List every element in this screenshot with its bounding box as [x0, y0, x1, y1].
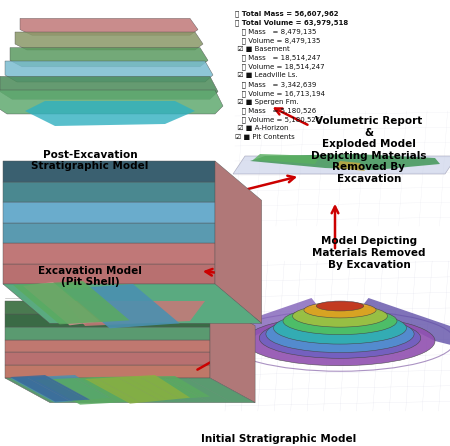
Text: ☑ ■ Leadville Ls.: ☑ ■ Leadville Ls. — [235, 72, 297, 78]
Polygon shape — [3, 264, 215, 284]
Polygon shape — [3, 243, 215, 264]
Polygon shape — [20, 18, 198, 35]
Polygon shape — [0, 90, 223, 114]
Polygon shape — [364, 298, 450, 346]
Text: ⓘ Mass   = 18,514,247: ⓘ Mass = 18,514,247 — [235, 55, 320, 62]
Polygon shape — [250, 154, 440, 170]
Polygon shape — [215, 298, 316, 346]
Ellipse shape — [283, 307, 397, 334]
Polygon shape — [65, 301, 205, 326]
Text: Post-Excavation
Stratigraphic Model: Post-Excavation Stratigraphic Model — [32, 150, 148, 171]
Polygon shape — [210, 301, 255, 403]
Polygon shape — [5, 301, 210, 314]
Text: ⓘ Mass   = 3,342,639: ⓘ Mass = 3,342,639 — [235, 81, 316, 88]
Ellipse shape — [259, 318, 421, 358]
Text: ⓘ Total Mass = 56,607,962: ⓘ Total Mass = 56,607,962 — [235, 11, 338, 17]
Ellipse shape — [274, 312, 406, 344]
Polygon shape — [85, 375, 190, 404]
Polygon shape — [5, 61, 213, 82]
Polygon shape — [5, 378, 255, 403]
Ellipse shape — [292, 305, 387, 327]
Polygon shape — [13, 281, 130, 324]
Polygon shape — [5, 352, 210, 365]
Text: ⓘ Volume = 16,713,194: ⓘ Volume = 16,713,194 — [235, 90, 325, 97]
Polygon shape — [233, 156, 450, 174]
Polygon shape — [5, 365, 210, 378]
Polygon shape — [10, 375, 110, 403]
Polygon shape — [335, 161, 365, 171]
Polygon shape — [5, 326, 210, 339]
Text: ⓘ Volume = 8,479,135: ⓘ Volume = 8,479,135 — [235, 37, 320, 44]
Polygon shape — [5, 339, 210, 352]
Polygon shape — [35, 376, 210, 405]
Polygon shape — [253, 154, 320, 164]
Text: ⓘ Volume = 5,180,526: ⓘ Volume = 5,180,526 — [235, 116, 320, 123]
Polygon shape — [10, 375, 90, 402]
Text: Volumetric Report
&
Exploded Model
Depicting Materials
Removed By
Excavation: Volumetric Report & Exploded Model Depic… — [311, 116, 427, 184]
Polygon shape — [3, 284, 261, 323]
Text: ☑ ■ Spergen Fm.: ☑ ■ Spergen Fm. — [235, 99, 299, 105]
Ellipse shape — [245, 316, 435, 366]
Text: Excavation Model
(Pit Shell): Excavation Model (Pit Shell) — [38, 266, 142, 287]
Text: Model Depicting
Materials Removed
By Excavation: Model Depicting Materials Removed By Exc… — [312, 236, 426, 269]
Text: ☑ ■ Basement: ☑ ■ Basement — [235, 46, 290, 52]
Text: Initial Stratigraphic Model: Initial Stratigraphic Model — [202, 434, 356, 443]
Polygon shape — [10, 48, 208, 67]
Text: ⓘ Total Volume = 63,979,518: ⓘ Total Volume = 63,979,518 — [235, 20, 348, 26]
Polygon shape — [3, 161, 215, 182]
Polygon shape — [5, 314, 210, 326]
Polygon shape — [63, 284, 180, 328]
Text: ☑ ■ A-Horizon: ☑ ■ A-Horizon — [235, 125, 288, 131]
Polygon shape — [15, 32, 203, 50]
Polygon shape — [3, 182, 215, 202]
Polygon shape — [25, 101, 195, 126]
Ellipse shape — [304, 302, 376, 318]
Polygon shape — [3, 202, 215, 223]
Ellipse shape — [316, 301, 364, 311]
Ellipse shape — [266, 315, 414, 352]
Text: ☑ ■ Pit Contents: ☑ ■ Pit Contents — [235, 134, 295, 140]
Polygon shape — [215, 161, 261, 323]
Text: ⓘ Mass   = 8,479,135: ⓘ Mass = 8,479,135 — [235, 29, 316, 35]
Polygon shape — [0, 76, 218, 99]
Polygon shape — [23, 282, 99, 326]
Text: ⓘ Volume = 18,514,247: ⓘ Volume = 18,514,247 — [235, 64, 324, 70]
Polygon shape — [3, 223, 215, 243]
Text: ⓘ Mass   = 5,180,526: ⓘ Mass = 5,180,526 — [235, 107, 316, 114]
